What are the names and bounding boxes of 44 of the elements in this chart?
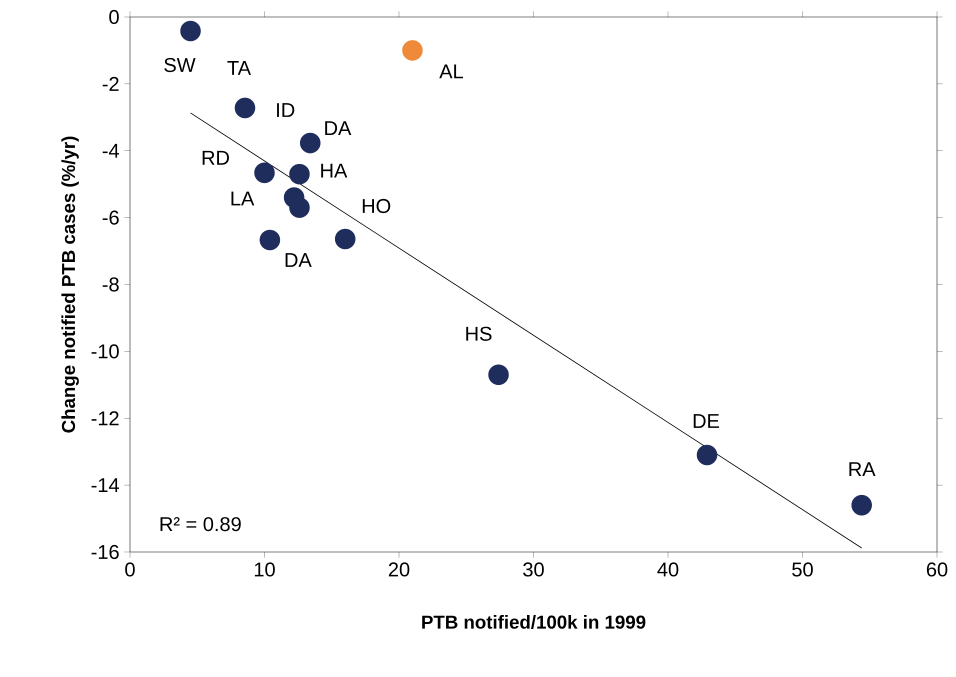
x-tick-label: 30 [523,562,544,576]
annotation: HO [362,198,390,213]
annotation: DA [286,252,312,267]
point [260,230,280,250]
point [254,162,275,183]
point [180,20,201,42]
point [289,197,310,218]
annotation: SW [164,58,196,72]
point [234,98,256,118]
point [300,132,321,154]
annotation: R² = 0.89 [160,516,241,532]
annotation: ID [277,103,294,117]
y-tick-label: 0 [109,10,119,24]
x-tick-label: 20 [388,562,410,576]
point [488,364,509,385]
x-tick-label: 50 [792,562,813,576]
y-tick-label: -12 [92,411,119,426]
annotation: DA [325,121,352,135]
x-tick-label: 60 [926,562,948,576]
point [289,164,310,184]
point [696,444,718,466]
x-tick-label: 40 [657,562,678,576]
annotation: RA [849,462,876,476]
y-tick-label: -10 [92,344,119,358]
y-tick-label: -8 [102,277,119,292]
annotation: RD [202,150,229,165]
y-tick-label: -4 [102,144,120,158]
annotation: LA [231,192,254,206]
point [851,494,872,516]
x-tick-label: 10 [254,562,275,576]
annotation: HS [466,326,492,341]
x-axis-title: PTB notified/100k in 1999 [422,614,646,629]
point [402,40,423,61]
y-axis-title: Change notified PTB cases (%/yr) [61,136,79,432]
x-tick-label: 0 [125,562,135,576]
y-tick-label: -16 [92,544,119,559]
point [334,228,356,250]
y-tick-label: -2 [102,76,119,91]
y-tick-label: -14 [92,478,120,492]
annotation: HA [321,164,348,178]
annotation: TA [227,60,252,75]
y-tick-label: -6 [102,210,119,225]
annotation: AL [439,64,464,78]
annotation: DE [694,414,720,428]
